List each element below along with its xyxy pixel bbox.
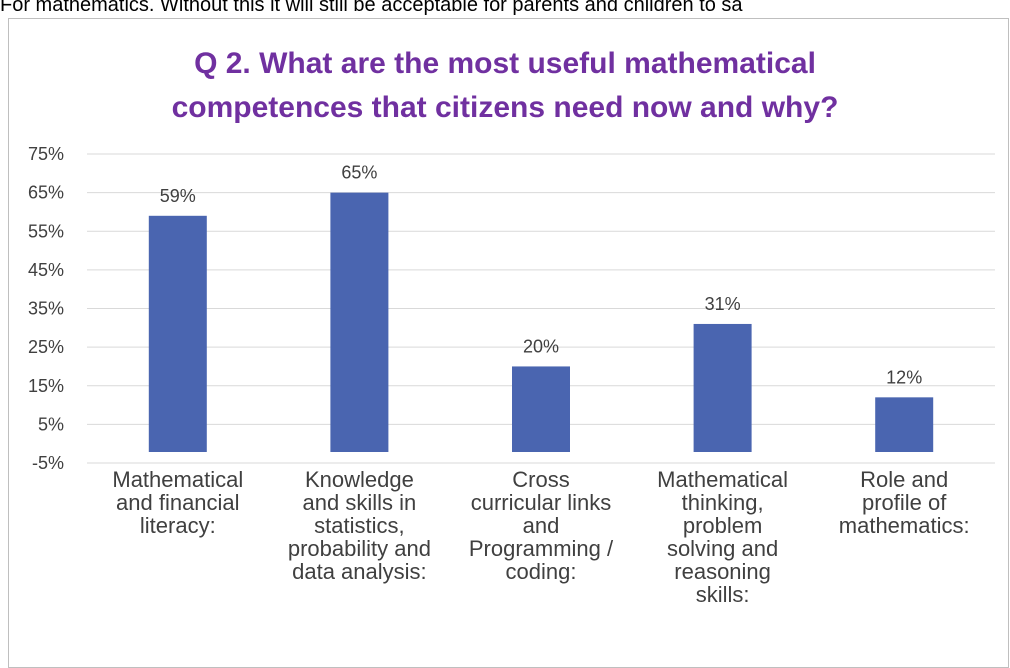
y-tick-label: 25% bbox=[28, 337, 64, 357]
x-category-label: Mathematical thinking, problem solving a… bbox=[657, 467, 789, 607]
y-tick-label: -5% bbox=[32, 453, 64, 473]
chart-title-line-2: competences that citizens need now and w… bbox=[171, 91, 839, 124]
x-category-label: Cross curricular links and Programming /… bbox=[468, 467, 614, 584]
data-label: 31% bbox=[705, 294, 741, 314]
chart-title: Q 2. What are the most useful mathematic… bbox=[0, 42, 1010, 130]
y-tick-label: 15% bbox=[28, 376, 64, 396]
bar bbox=[512, 366, 570, 452]
page-text-line: For mathematics. Without this it will st… bbox=[0, 0, 743, 16]
bar bbox=[875, 397, 934, 452]
bar bbox=[693, 323, 752, 452]
bar bbox=[330, 192, 389, 452]
y-tick-label: 55% bbox=[28, 221, 64, 241]
y-tick-label: 35% bbox=[28, 299, 64, 319]
chart-title-line-1: Q 2. What are the most useful mathematic… bbox=[194, 47, 816, 80]
y-tick-label: 75% bbox=[28, 144, 64, 164]
y-tick-label: 45% bbox=[28, 260, 64, 280]
data-label: 65% bbox=[341, 163, 377, 183]
x-category-label: Knowledge and skills in statistics, prob… bbox=[287, 467, 431, 584]
data-label: 59% bbox=[160, 186, 196, 206]
data-label: 12% bbox=[886, 367, 922, 387]
x-category-label: Mathematical and financial literacy: bbox=[112, 467, 244, 538]
y-tick-label: 5% bbox=[38, 414, 64, 434]
bar bbox=[148, 215, 207, 452]
y-tick-label: 65% bbox=[28, 183, 64, 203]
x-category-label: Role and profile of mathematics: bbox=[838, 467, 970, 538]
data-label: 20% bbox=[523, 336, 559, 356]
